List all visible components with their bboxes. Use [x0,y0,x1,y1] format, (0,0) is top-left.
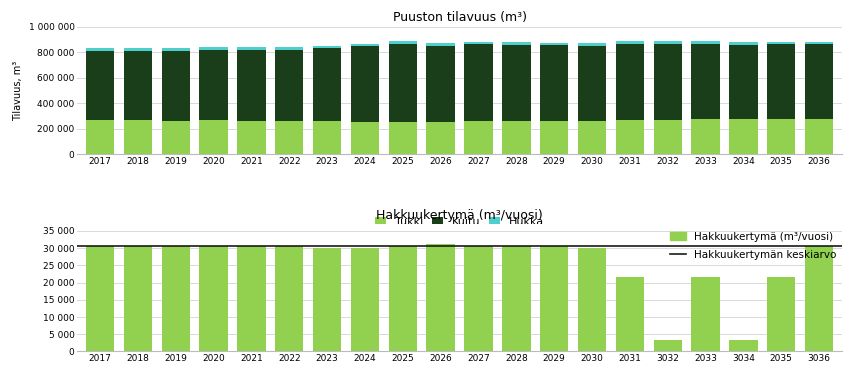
Legend: Tukki, Kuitu, Hukka: Tukki, Kuitu, Hukka [375,217,545,227]
Bar [161,246,190,351]
Bar [465,44,493,121]
Bar [388,122,417,154]
Hakkuukertymän keskiarvo [132,244,143,248]
Bar [86,51,114,120]
Bar [86,120,114,154]
Bar [578,248,606,351]
Bar [540,45,569,121]
Bar [767,44,795,119]
Bar [767,119,795,154]
Bar [426,123,454,154]
Bar [426,43,454,46]
Bar [540,121,569,154]
Bar [199,246,228,351]
Bar [86,246,114,351]
Bar [313,248,341,351]
Bar [237,121,265,154]
Bar [199,120,228,154]
Bar [767,42,795,44]
Bar [313,45,341,49]
Bar [578,43,606,45]
Title: Hakkuukertymä (m³/vuosi): Hakkuukertymä (m³/vuosi) [376,209,543,222]
Bar [199,50,228,120]
Bar [691,41,720,44]
Bar [805,120,833,154]
Bar [465,121,493,154]
Bar [350,248,379,351]
Y-axis label: Tilavuus, m³: Tilavuus, m³ [13,60,23,121]
Bar [237,246,265,351]
Bar [161,48,190,51]
Bar [426,244,454,351]
Bar [503,42,531,45]
Bar [161,51,190,121]
Bar [275,246,303,351]
Bar [654,41,682,44]
Bar [540,42,569,45]
Bar [237,47,265,50]
Bar [767,277,795,351]
Bar [86,48,114,51]
Bar [503,45,531,121]
Bar [161,121,190,154]
Bar [729,45,758,120]
Bar [654,120,682,154]
Bar [124,246,152,351]
Bar [350,44,379,47]
Bar [465,246,493,351]
Bar [313,121,341,154]
Bar [578,121,606,154]
Bar [237,50,265,121]
Bar [275,121,303,154]
Bar [275,50,303,121]
Bar [578,45,606,121]
Bar [350,47,379,123]
Bar [503,246,531,351]
Bar [124,48,152,50]
Bar [426,46,454,123]
Bar [691,44,720,120]
Bar [199,47,228,50]
Bar [691,277,720,351]
Bar [124,120,152,154]
Bar [275,47,303,50]
Legend: Hakkuukertymä (m³/vuosi), Hakkuukertymän keskiarvo: Hakkuukertymä (m³/vuosi), Hakkuukertymän… [670,232,837,260]
Bar [654,44,682,120]
Bar [350,123,379,154]
Bar [729,42,758,45]
Bar [654,340,682,351]
Bar [503,121,531,154]
Bar [388,41,417,44]
Bar [805,42,833,44]
Hakkuukertymän keskiarvo [94,244,105,248]
Bar [616,277,644,351]
Bar [616,120,644,154]
Bar [124,50,152,120]
Bar [388,44,417,122]
Bar [313,49,341,121]
Bar [540,246,569,351]
Title: Puuston tilavuus (m³): Puuston tilavuus (m³) [393,11,527,24]
Bar [691,120,720,154]
Bar [729,340,758,351]
Bar [388,246,417,351]
Bar [616,44,644,120]
Bar [805,44,833,120]
Bar [616,41,644,44]
Bar [465,42,493,44]
Bar [729,120,758,154]
Bar [805,246,833,351]
